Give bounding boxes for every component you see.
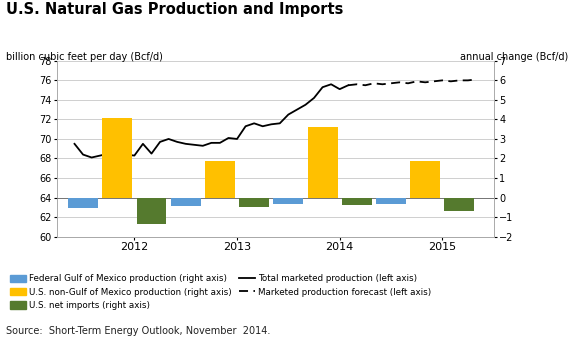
- Text: billion cubic feet per day (Bcf/d): billion cubic feet per day (Bcf/d): [6, 52, 162, 63]
- Bar: [170, 197, 201, 206]
- Bar: [205, 162, 235, 197]
- Bar: [239, 197, 269, 207]
- Bar: [376, 197, 406, 204]
- Legend: Federal Gulf of Mexico production (right axis), U.S. non-Gulf of Mexico producti: Federal Gulf of Mexico production (right…: [10, 274, 432, 310]
- Bar: [102, 118, 132, 197]
- Bar: [137, 197, 166, 224]
- Bar: [308, 127, 338, 197]
- Text: Source:  Short-Term Energy Outlook, November  2014.: Source: Short-Term Energy Outlook, Novem…: [6, 326, 270, 336]
- Bar: [68, 197, 98, 208]
- Bar: [444, 197, 474, 211]
- Bar: [273, 197, 303, 204]
- Bar: [342, 197, 372, 206]
- Text: U.S. Natural Gas Production and Imports: U.S. Natural Gas Production and Imports: [6, 2, 343, 17]
- Text: annual change (Bcf/d): annual change (Bcf/d): [460, 52, 568, 63]
- Bar: [410, 162, 440, 197]
